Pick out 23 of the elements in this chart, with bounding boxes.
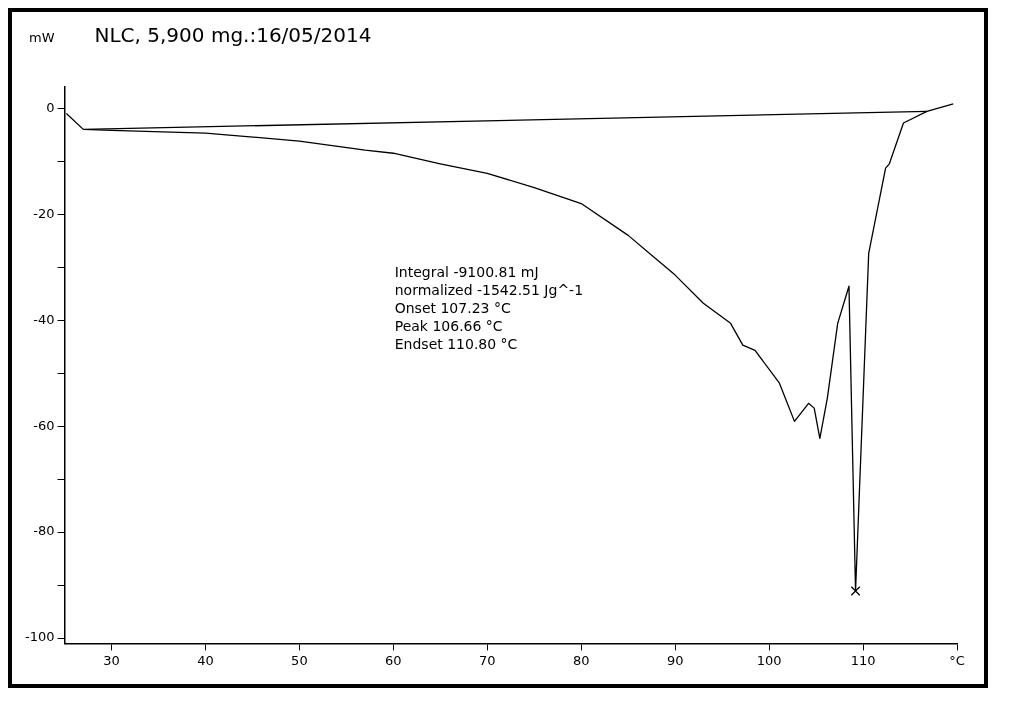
annotation: Onset 107.23 °C [394,300,511,316]
y-tick-label: -40 [33,311,55,327]
x-tick-label: 90 [666,652,684,668]
y-axis-title: mW [28,30,55,45]
x-tick-label: 80 [572,652,590,668]
y-tick-label: -80 [33,523,55,539]
x-tick-label: 100 [756,652,782,668]
y-tick-label: 0 [46,99,55,115]
annotation: normalized -1542.51 Jg^-1 [394,282,584,298]
x-tick-label: 50 [291,652,308,668]
y-tick-label: -20 [33,205,55,221]
x-tick-label: 70 [478,652,496,668]
x-tick-label: 30 [103,652,120,668]
annotation: Endset 110.80 °C [394,336,518,352]
chart-title: NLC, 5,900 mg.:16/05/2014 [94,23,372,47]
annotation: Integral -9100.81 mJ [394,264,539,280]
x-tick-label: °C [949,652,965,668]
x-tick-label: 110 [850,652,876,668]
annotation: Peak 106.66 °C [394,318,503,334]
x-tick-label: 60 [385,652,402,668]
y-tick-label: -60 [33,417,55,433]
x-tick-label: 40 [197,652,214,668]
y-tick-label: -100 [24,629,55,645]
